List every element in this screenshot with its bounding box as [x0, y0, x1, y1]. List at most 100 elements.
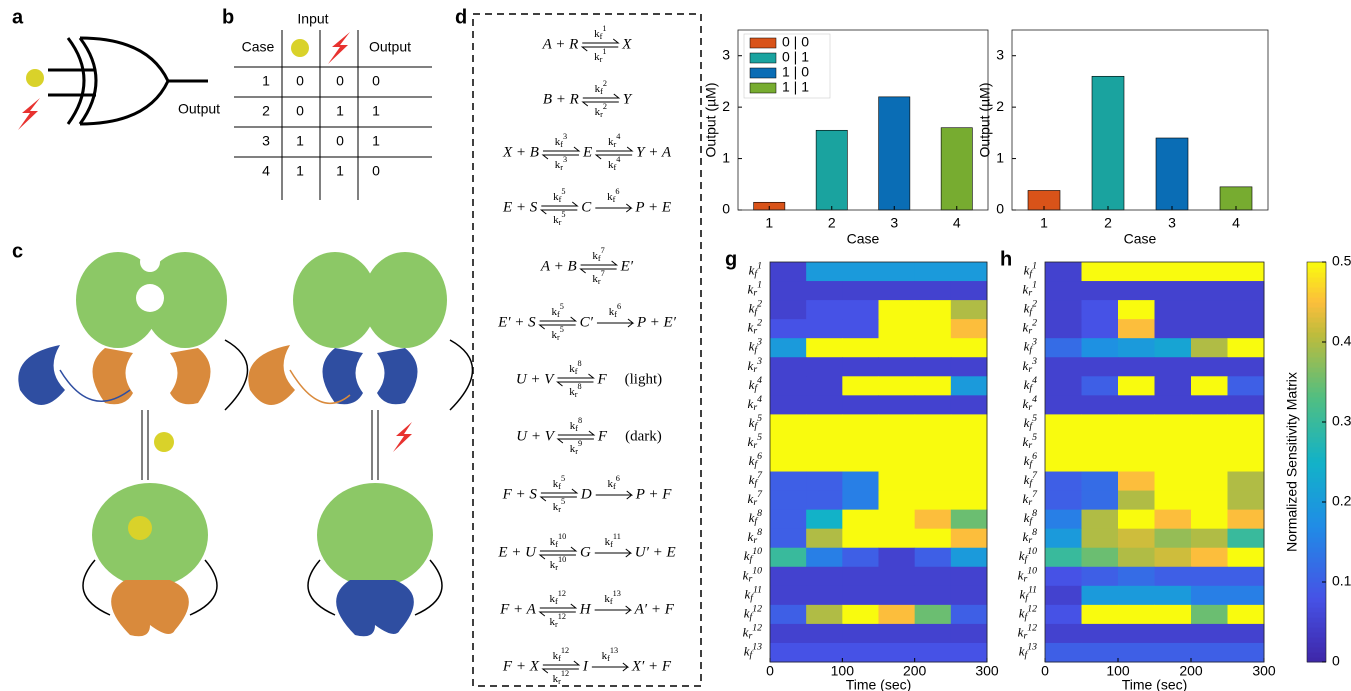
legend-swatch [750, 83, 776, 93]
rate-label: kf6 [608, 474, 620, 491]
heatmap-cell [1045, 452, 1082, 472]
rate-label: kr12 [553, 669, 570, 686]
rate-label: kf11 [1019, 585, 1037, 604]
heatmap-cell [879, 414, 916, 434]
bar-chart: 12340123CaseOutput (µM) [977, 30, 1268, 247]
rate-sub: f [555, 540, 558, 549]
heatmap-cell [770, 624, 807, 644]
heatmap-cell [1045, 643, 1082, 663]
rate-sub: f [575, 367, 578, 376]
heatmap-cell [842, 319, 879, 339]
colorbar-segment [1307, 457, 1326, 463]
colorbar-segment [1307, 407, 1326, 413]
rate-sub: f [575, 424, 578, 433]
heatmap-cell [1118, 472, 1155, 492]
rate-sup: 13 [752, 642, 762, 653]
heatmap-cell [951, 452, 988, 472]
heatmap-cell [842, 510, 879, 530]
heatmap-cell [951, 376, 988, 396]
heatmap-cell [770, 548, 807, 568]
heatmap-cell [1118, 319, 1155, 339]
rate-sup: 8 [578, 382, 582, 391]
rate-sup: 5 [561, 497, 565, 506]
heatmap-cell [842, 586, 879, 606]
heatmap-cell [915, 357, 952, 377]
heatmap-cell [1045, 319, 1082, 339]
rate-sub: f [607, 654, 610, 663]
colorbar-tick-label: 0.1 [1332, 573, 1351, 589]
legend-swatch [750, 53, 776, 63]
rate-sub: f [613, 482, 616, 491]
colorbar-segment [1307, 587, 1326, 593]
x-tick-label: 0 [766, 663, 774, 679]
heatmap-cell [1118, 433, 1155, 453]
rate-sup: 7 [1032, 470, 1038, 481]
rate-sub: f [557, 310, 560, 319]
heatmap-cell [1228, 567, 1265, 587]
lightning-icon [328, 32, 350, 64]
rate-sup: 5 [757, 413, 762, 424]
reaction: F + Skf5kr5Dkf6P + F [502, 474, 673, 514]
colorbar-segment [1307, 602, 1326, 608]
rate-label: kf13 [744, 642, 762, 661]
rate-sup: 5 [1032, 413, 1037, 424]
heatmap-cell [915, 376, 952, 396]
rate-sub: f [600, 87, 603, 96]
rate-sup: 13 [1027, 642, 1037, 653]
rate-label: kf4 [1024, 375, 1038, 394]
colorbar-tick-label: 0.5 [1332, 253, 1351, 269]
heatmap-cell [915, 300, 952, 320]
colorbar-segment [1307, 487, 1326, 493]
table-cell: 0 [296, 73, 304, 89]
rate-sub: f [610, 597, 613, 606]
rate-sub: f [610, 540, 613, 549]
reaction: F + Akf12kr12Hkf13A′ + F [499, 589, 675, 629]
heatmap-cell [1191, 624, 1228, 644]
y-tick-label: 1 [996, 149, 1004, 165]
species: X [621, 36, 632, 52]
species: F + A [499, 601, 537, 617]
heatmap-cell [1045, 472, 1082, 492]
rate-sub: r [575, 447, 578, 456]
arrow [592, 663, 628, 671]
bar [941, 128, 972, 210]
rate-label: kr3 [748, 356, 763, 375]
heatmap-cell [879, 510, 916, 530]
heatmap-cell [1191, 643, 1228, 663]
heatmap-cell [1082, 586, 1119, 606]
panel-label: a [12, 6, 24, 28]
arrow [597, 319, 633, 327]
heatmap-cell [770, 395, 807, 415]
table-cell: 1 [296, 133, 304, 149]
heatmap-cell [806, 395, 843, 415]
heatmap-cell [915, 319, 952, 339]
arrow [596, 491, 632, 499]
heatmap-cell [1191, 472, 1228, 492]
y-tick-label: 1 [722, 149, 730, 165]
colorbar-segment [1307, 472, 1326, 478]
heatmap-cell [1228, 395, 1265, 415]
rate-sup: 12 [561, 669, 569, 678]
x-axis-label: Case [1124, 231, 1157, 247]
colorbar-segment [1307, 267, 1326, 273]
rate-sup: 10 [1027, 546, 1037, 557]
rate-label: kf8 [569, 359, 581, 376]
colorbar-tick-label: 0.4 [1332, 333, 1351, 349]
rate-sup: 7 [601, 246, 605, 255]
heatmap-cell [1082, 529, 1119, 549]
rate-label: kr5 [551, 325, 563, 342]
heatmap-cell [842, 548, 879, 568]
table-cell: 0 [336, 133, 344, 149]
species: X′ + F [631, 658, 672, 674]
heatmap-cell [1118, 643, 1155, 663]
heatmap-cell [806, 452, 843, 472]
rate-sup: 4 [616, 155, 620, 164]
table-cell: 1 [296, 163, 304, 179]
colorbar-segment [1307, 542, 1326, 548]
rate-sup: 10 [1027, 566, 1037, 577]
heatmap-cell [1228, 529, 1265, 549]
heatmap-cell [842, 395, 879, 415]
heatmap-cell [1082, 376, 1119, 396]
heatmap-cell [879, 262, 916, 282]
heatmap-cell [1191, 357, 1228, 377]
